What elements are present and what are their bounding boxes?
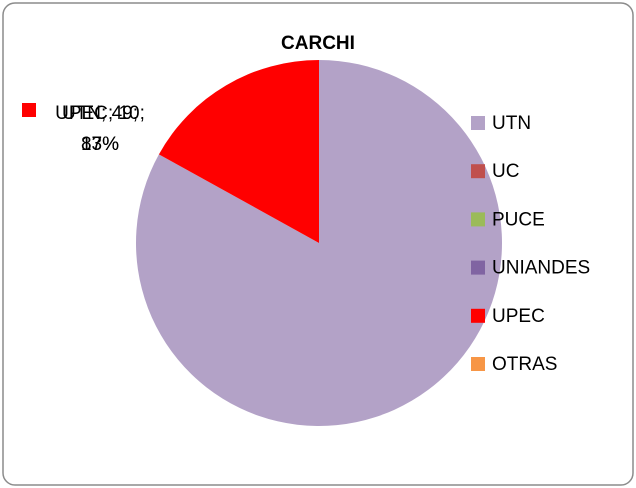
legend-label: UC: [492, 161, 519, 182]
data-label: UTN; 49; 83%: [61, 103, 139, 155]
legend-label: UNIANDES: [492, 258, 590, 279]
legend-marker: [471, 260, 485, 275]
legend-marker: [471, 212, 485, 227]
legend-marker: [471, 308, 485, 323]
legend-marker: [471, 164, 485, 179]
legend-label: UTN: [492, 113, 531, 134]
legend-label: OTRAS: [492, 354, 557, 375]
legend-marker: [471, 116, 485, 130]
chart-title: CARCHI: [281, 33, 355, 54]
legend-label: PUCE: [492, 209, 545, 230]
pie-slice: [158, 60, 319, 243]
legend-marker: [471, 357, 485, 371]
data-label-marker: [22, 103, 36, 117]
data-label: UPEC; 10; 17%: [55, 103, 145, 155]
legend-label: UPEC: [492, 306, 545, 327]
